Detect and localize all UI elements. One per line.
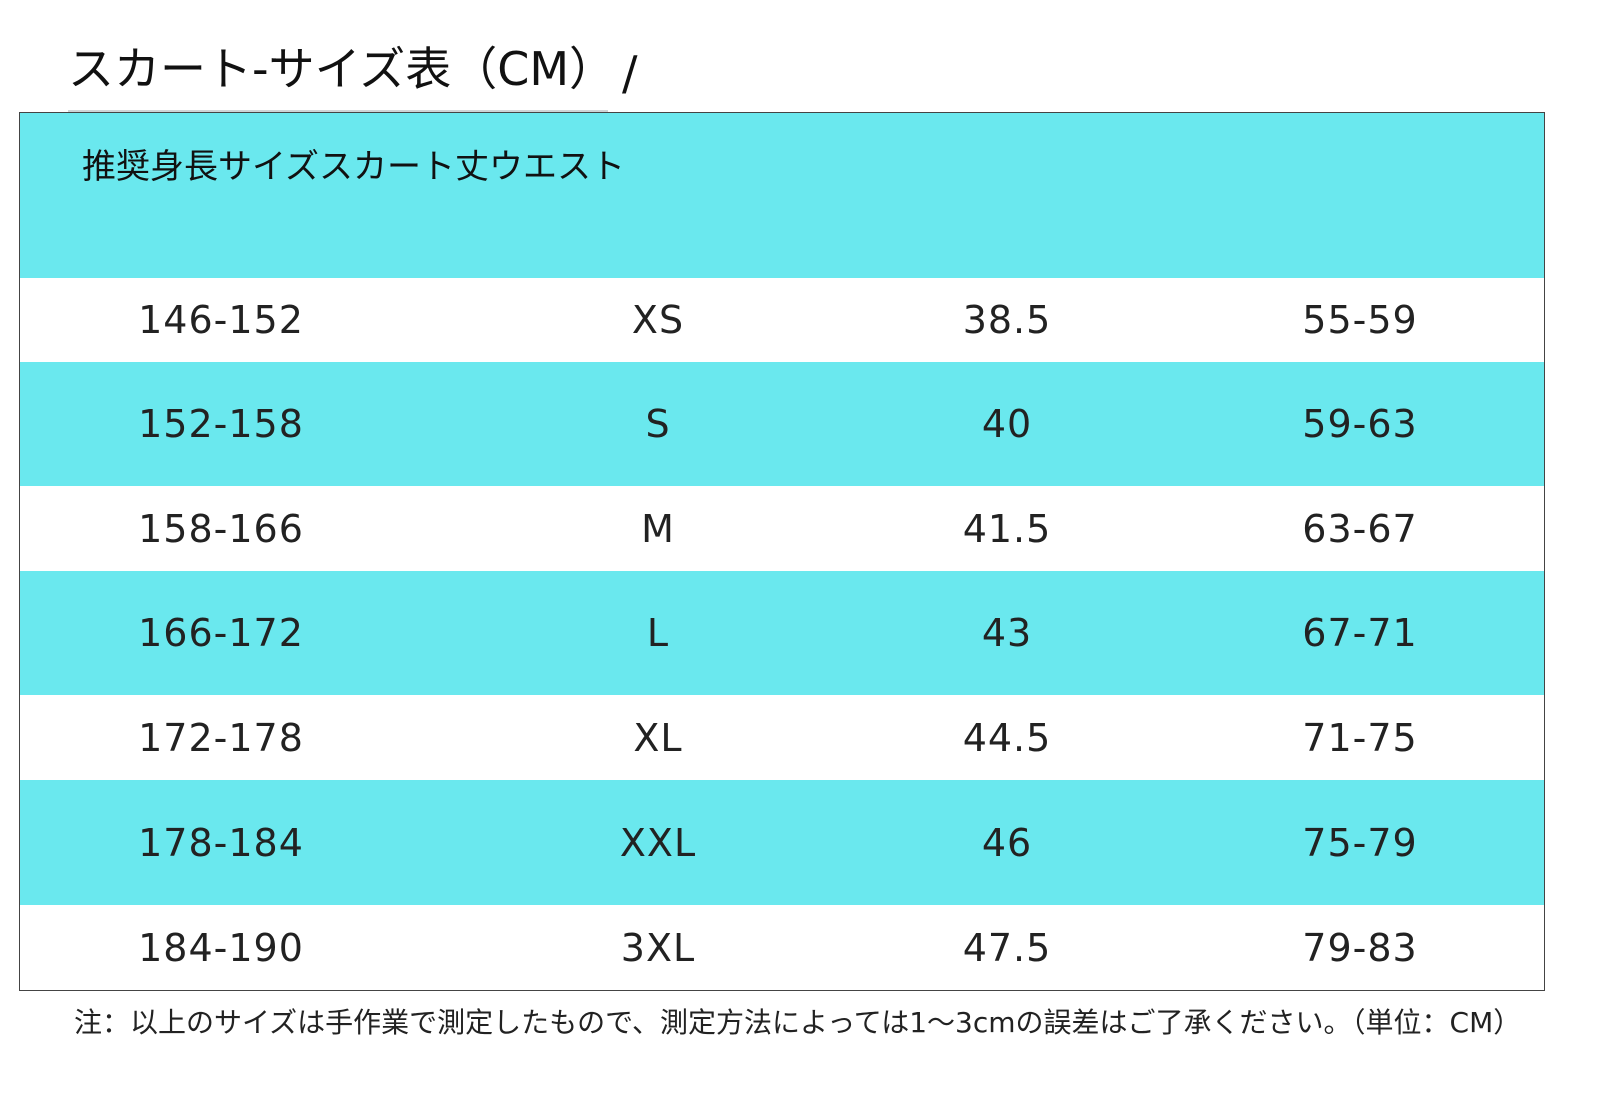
cell-size: M: [641, 506, 675, 551]
cell-height-range: 152-158: [138, 402, 304, 446]
cell-skirt-length: 38.5: [962, 298, 1052, 342]
cell-skirt-length: 40: [981, 402, 1033, 446]
table-header-row: 推奨身長サイズスカート丈ウエスト: [20, 113, 1544, 278]
cell-height-range: 146-152: [138, 298, 304, 342]
title-suffix: /: [622, 46, 638, 100]
cell-height-range: 184-190: [138, 925, 304, 970]
cell-size: L: [646, 611, 670, 655]
cell-height-range: 158-166: [138, 506, 304, 551]
cell-height-range: 172-178: [138, 715, 304, 760]
footnote: 注：以上のサイズは手作業で測定したもので、測定方法によっては1～3cmの誤差はご…: [74, 1006, 1522, 1039]
cell-waist: 63-67: [1302, 506, 1418, 551]
table-row: 152-158 S 40 59-63: [20, 362, 1544, 486]
cell-waist: 75-79: [1302, 820, 1418, 865]
cell-height-range: 178-184: [138, 820, 304, 865]
cell-skirt-length: 43: [981, 611, 1033, 655]
cell-skirt-length: 44.5: [962, 715, 1052, 760]
cell-height-range: 166-172: [138, 611, 304, 655]
cell-size: XL: [633, 715, 683, 760]
cell-waist: 55-59: [1302, 298, 1418, 342]
table-header-label: 推奨身長サイズスカート丈ウエスト: [82, 147, 625, 187]
table-row: 146-152 XS 38.5 55-59: [20, 278, 1544, 362]
cell-waist: 59-63: [1302, 402, 1418, 446]
page-title: スカート-サイズ表（CM）: [68, 36, 615, 113]
table-row: 178-184 XXL 46 75-79: [20, 780, 1544, 905]
table-row: 184-190 3XL 47.5 79-83: [20, 905, 1544, 990]
cell-skirt-length: 41.5: [962, 506, 1052, 551]
cell-skirt-length: 46: [981, 820, 1033, 865]
cell-size: XS: [631, 298, 685, 342]
cell-size: 3XL: [620, 925, 696, 970]
table-row: 166-172 L 43 67-71: [20, 571, 1544, 695]
table-row: 172-178 XL 44.5 71-75: [20, 695, 1544, 780]
cell-skirt-length: 47.5: [962, 925, 1052, 970]
cell-size: S: [645, 402, 671, 446]
size-table: 推奨身長サイズスカート丈ウエスト 146-152 XS 38.5 55-59 152-1…: [19, 112, 1545, 991]
cell-size: XXL: [619, 820, 697, 865]
cell-waist: 71-75: [1302, 715, 1418, 760]
cell-waist: 79-83: [1302, 925, 1418, 970]
table-row: 158-166 M 41.5 63-67: [20, 486, 1544, 571]
cell-waist: 67-71: [1302, 611, 1418, 655]
